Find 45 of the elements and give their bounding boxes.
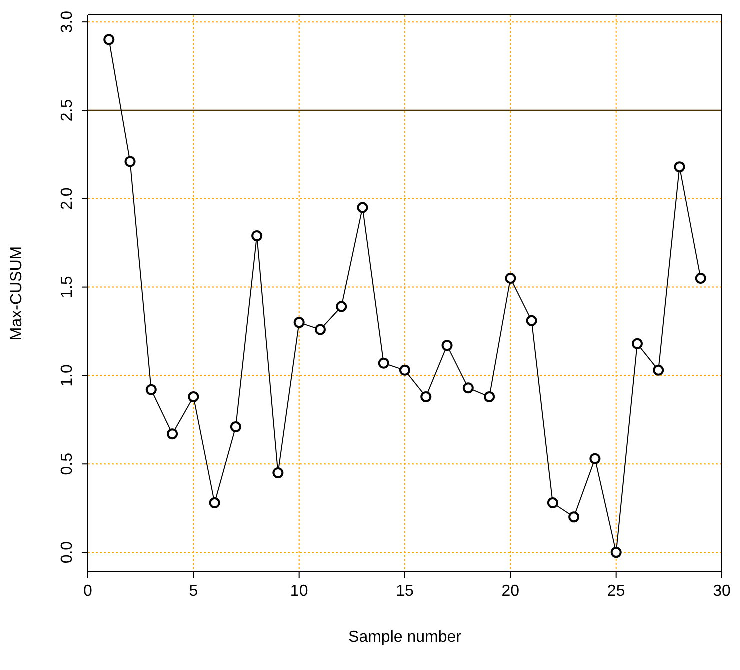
point — [124, 156, 136, 168]
point — [336, 301, 348, 312]
point — [252, 230, 263, 242]
y-tick-label: 1.5 — [59, 276, 76, 298]
y-tick-label: 2.0 — [59, 188, 76, 210]
x-tick-label: 5 — [189, 583, 198, 600]
point — [632, 338, 643, 350]
point — [146, 384, 157, 396]
x-tick-label: 10 — [290, 583, 308, 600]
point — [568, 512, 580, 523]
point — [209, 498, 220, 509]
y-tick-label: 2.5 — [59, 99, 76, 122]
y-tick-label: 0.0 — [59, 541, 76, 564]
y-tick-label: 0.5 — [59, 452, 76, 476]
y-tick-label: 1.0 — [59, 364, 76, 387]
point — [484, 391, 496, 402]
point — [442, 340, 453, 352]
point — [188, 391, 200, 402]
point — [378, 358, 390, 369]
point — [610, 547, 622, 558]
x-tick-label: 20 — [502, 583, 520, 600]
point — [547, 498, 558, 509]
x-tick-label: 30 — [713, 583, 731, 600]
x-tick-label: 15 — [396, 583, 414, 600]
point — [167, 428, 178, 440]
point — [272, 467, 284, 478]
point — [653, 364, 664, 376]
point — [462, 382, 474, 394]
point — [104, 34, 115, 46]
x-tick-label: 25 — [607, 583, 626, 600]
point — [526, 315, 538, 326]
x-axis-title: Sample number — [348, 629, 462, 646]
point — [674, 162, 686, 173]
point — [357, 202, 368, 214]
point — [314, 324, 326, 336]
point — [505, 272, 516, 284]
point — [420, 391, 432, 402]
point — [400, 364, 410, 376]
point — [695, 272, 706, 284]
y-axis-title: Max-CUSUM — [8, 246, 26, 341]
y-tick-label: 3.0 — [59, 10, 76, 34]
point — [294, 317, 305, 328]
x-tick-label: 0 — [84, 583, 93, 600]
point — [590, 453, 601, 464]
point — [230, 422, 242, 433]
